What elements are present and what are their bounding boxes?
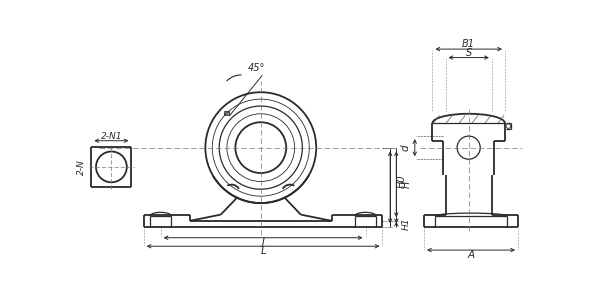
Text: H1: H1 (402, 218, 411, 230)
Text: B1: B1 (462, 39, 475, 49)
Text: H: H (402, 181, 412, 188)
Text: L: L (260, 246, 266, 256)
Text: d: d (400, 144, 410, 151)
Text: H0: H0 (396, 174, 406, 188)
Text: 2-N: 2-N (77, 159, 86, 175)
Text: A: A (467, 250, 474, 260)
Text: 45°: 45° (249, 63, 266, 73)
Text: J: J (262, 237, 265, 248)
Text: 2-N1: 2-N1 (101, 132, 122, 141)
Text: S: S (465, 48, 472, 58)
